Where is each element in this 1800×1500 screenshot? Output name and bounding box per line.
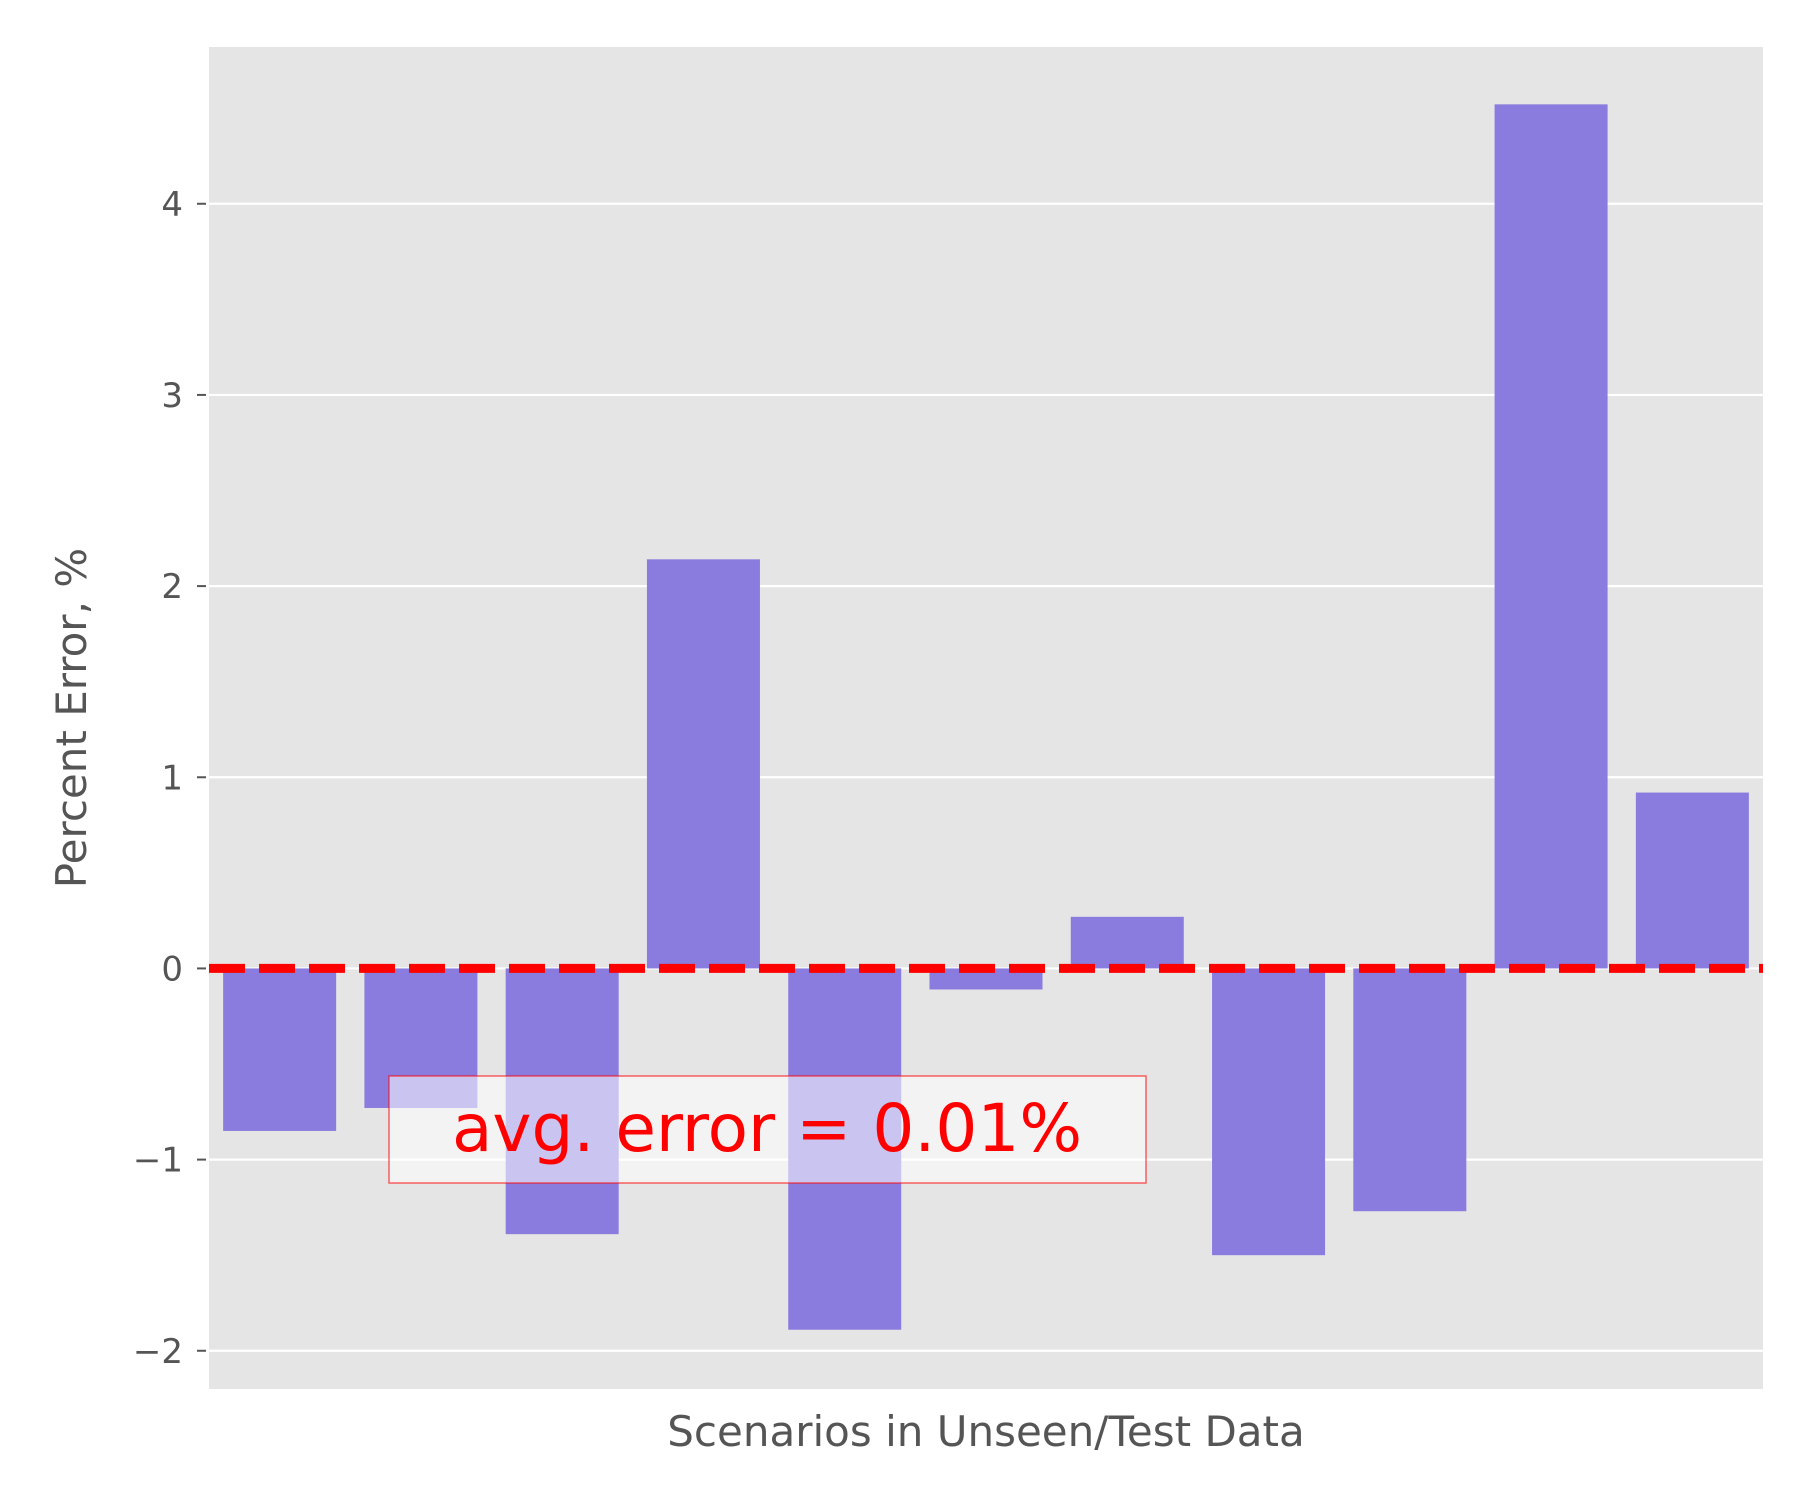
x-axis-label: Scenarios in Unseen/Test Data — [667, 1407, 1305, 1456]
y-tick-label: 4 — [161, 185, 183, 225]
bar — [1212, 968, 1326, 1256]
bar — [1070, 916, 1184, 969]
bar — [646, 559, 760, 969]
y-tick-label: −1 — [133, 1141, 183, 1181]
annotation-box — [388, 1075, 1147, 1184]
y-tick-label: −2 — [133, 1332, 183, 1372]
bar — [223, 968, 337, 1131]
y-tick-label: 3 — [161, 376, 183, 416]
annotation: avg. error = 0.01% — [388, 1075, 1147, 1184]
y-tick-label: 0 — [161, 949, 183, 989]
bar — [929, 968, 1043, 990]
bar — [1353, 968, 1467, 1212]
annotation-text: avg. error = 0.01% — [452, 1090, 1082, 1167]
y-axis-ticks: −2 −1 0 1 2 3 4 — [133, 185, 206, 1372]
bar — [1494, 104, 1608, 969]
bar — [1635, 792, 1749, 969]
y-axis-label: Percent Error, % — [47, 548, 96, 888]
y-tick-label: 2 — [161, 567, 183, 607]
y-tick-label: 1 — [161, 758, 183, 798]
